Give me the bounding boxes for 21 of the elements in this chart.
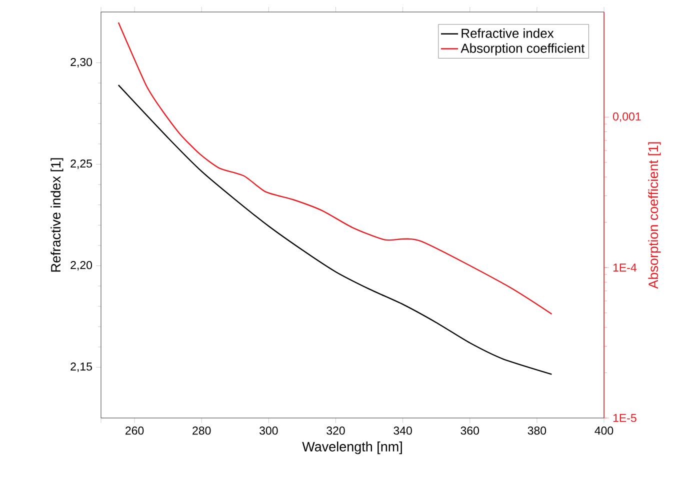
y-axis-title: Refractive index [1] <box>50 158 64 272</box>
x-tick-label: 280 <box>192 426 211 435</box>
x-tick-label: 380 <box>528 426 546 435</box>
x-axis-title: Wavelength [nm] <box>302 442 402 454</box>
y-tick-label: 2,15 <box>70 362 92 372</box>
x-tick-label: 300 <box>260 426 278 435</box>
y-tick-label: 2,25 <box>70 159 92 169</box>
x-tick-label: 260 <box>126 426 144 435</box>
x-tick-label: 400 <box>594 426 614 435</box>
y2-tick-label: 0,001 <box>612 112 641 122</box>
line-series <box>118 84 552 375</box>
x-tick-label: 360 <box>460 426 480 435</box>
y2-tick-label: 1E-5 <box>613 414 636 422</box>
legend-label: Absorption coefficient <box>460 43 585 56</box>
y2-tick-label: 1E-4 <box>613 264 636 272</box>
x-tick-label: 320 <box>326 426 345 435</box>
y-tick-label: 2,20 <box>70 261 92 270</box>
legend-label: Refractive index <box>462 28 554 38</box>
x-tick-label: 340 <box>394 426 412 435</box>
y2-axis-title: Absorption coefficient [1] <box>648 142 661 289</box>
y-tick-label: 2,30 <box>70 58 92 68</box>
